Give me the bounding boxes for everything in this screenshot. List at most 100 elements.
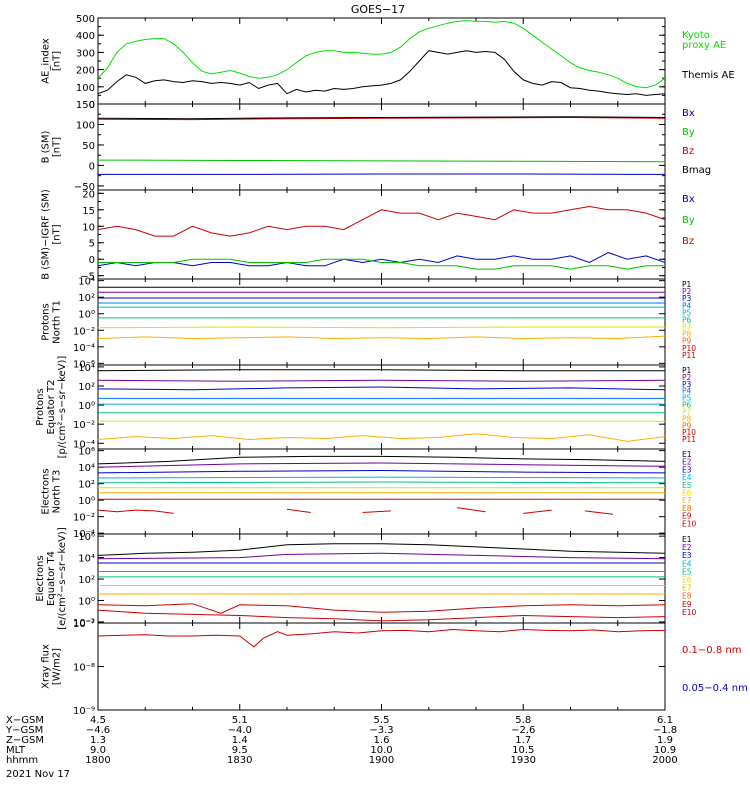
y-tick-label: 10⁰ <box>78 596 95 607</box>
legend-entry: E1 <box>682 450 692 459</box>
series-group <box>98 543 665 622</box>
panel-bsm: −50 0 50 100 150 B (SM) [nT] Bx By Bz Bmag <box>41 100 712 193</box>
legend-entry: P3 <box>682 380 692 389</box>
legend-entry: P1 <box>682 280 692 289</box>
legend-entry: E8 <box>682 592 692 601</box>
legend-entry: 0.1−0.8 nm <box>682 645 741 656</box>
y-axis-label: B (SM) <box>41 130 52 163</box>
series-line-p1 <box>98 369 665 372</box>
y-axis-label: [p/(cm²−s−sr−keV)] <box>57 356 68 459</box>
legend-entry: E6 <box>682 576 692 585</box>
series-line-bz <box>98 205 665 237</box>
y-tick-label: 0 <box>89 161 95 172</box>
legend-entry: E2 <box>682 543 692 552</box>
series-line-p8 <box>98 433 665 442</box>
legend-entry: P9 <box>682 337 692 346</box>
x-row-value: 1.7 <box>515 735 531 746</box>
legend-entry: P5 <box>682 308 692 317</box>
y-axis-label: B (SM)−IGRF (SM) <box>41 189 52 280</box>
series-line-bz <box>98 116 665 121</box>
y-tick-label: 50 <box>82 141 95 152</box>
y-axis-label: AE_index <box>41 38 52 84</box>
legend-entry: P9 <box>682 421 692 430</box>
legend-entry: P11 <box>682 351 696 360</box>
x-row-value: 10.0 <box>370 745 392 756</box>
series-line-p2 <box>98 379 665 382</box>
panel-frame <box>97 448 666 535</box>
series-line-e8 <box>98 603 665 614</box>
y-axis-label: Equator T4 <box>46 551 57 606</box>
series-group <box>98 455 665 515</box>
series-line-p3 <box>98 386 665 391</box>
y-axis-label: Electrons <box>41 468 52 514</box>
legend-entry: E2 <box>682 458 692 467</box>
legend-entry: E4 <box>682 473 692 482</box>
x-axis-table: X−GSM 4.5 5.1 5.5 5.8 6.1 Y−GSM −4.6 −4.0 −3.3 −2.… <box>5 715 678 766</box>
legend-entry: E10 <box>682 608 697 617</box>
legend-entry: E7 <box>682 584 692 593</box>
y-axis-label: North T3 <box>52 470 63 514</box>
legend-entry: P2 <box>682 287 692 296</box>
legend-entry: P10 <box>682 428 696 437</box>
y-tick-label: 10² <box>78 575 95 586</box>
y-tick-label: 150 <box>76 100 95 111</box>
panel-bigrf: −5 0 5 10 15 20 B (SM)−IGRF (SM) [nT] Bx By Bz <box>41 189 695 283</box>
legend-entry: P6 <box>682 315 692 324</box>
legend-entry: Bx <box>682 194 695 205</box>
legend-entry: E10 <box>682 519 697 528</box>
x-row-value: 10.5 <box>512 745 534 756</box>
panel-pequator: 10⁻⁴ 10⁻² 10⁰ 10² 10⁴ Protons Equator T2 [p/(cm… <box>35 356 696 459</box>
x-row-value: 1900 <box>369 755 394 766</box>
series-group <box>98 116 665 175</box>
y-axis-label: [nT] <box>52 224 63 244</box>
x-row-value: −3.3 <box>369 725 393 736</box>
series-line-kyoto-proxy-ae <box>98 20 665 89</box>
legend-entry: E3 <box>682 465 692 474</box>
legend-entry: Bz <box>682 236 694 247</box>
y-tick-label: 10⁻⁸ <box>73 663 95 674</box>
y-tick-label: 10² <box>78 293 95 304</box>
panel-eequator: 10⁻² 10⁰ 10² 10⁴ 10⁶ Electrons Equator T4 [e/(c… <box>35 527 697 630</box>
y-tick-label: 400 <box>76 31 95 42</box>
legend-entry: E5 <box>682 481 692 490</box>
legend-entry: P6 <box>682 401 692 410</box>
series-line-themis-ae <box>98 50 665 96</box>
legend-entry: P5 <box>682 394 692 403</box>
y-tick-label: −50 <box>74 182 95 193</box>
x-row-value: 10.9 <box>654 745 676 756</box>
y-tick-label: 20 <box>82 189 95 200</box>
y-axis-label: Protons <box>35 388 46 425</box>
y-tick-label: 200 <box>76 66 95 77</box>
legend-entry: E1 <box>682 535 692 544</box>
y-tick-label: 10⁻² <box>73 618 95 629</box>
x-row-value: 5.1 <box>232 715 248 726</box>
series-group <box>98 369 665 442</box>
x-row-value: 9.5 <box>232 745 248 756</box>
panel-frame <box>97 364 666 450</box>
y-tick-label: 300 <box>76 48 95 59</box>
y-tick-label: 10⁶ <box>78 532 95 543</box>
x-row-label: hhmm <box>6 755 38 766</box>
y-tick-label: 10 <box>82 222 95 233</box>
series-line-e3 <box>98 469 665 474</box>
y-tick-label: 10⁻⁴ <box>73 343 95 354</box>
y-tick-label: 10² <box>78 382 95 393</box>
legend-entry: Bx <box>682 108 695 119</box>
series-line-0-1-0-8-nm <box>98 628 665 648</box>
legend-entry: proxy AE <box>682 40 726 51</box>
y-tick-label: 500 <box>76 14 95 25</box>
y-tick-label: 10² <box>78 480 95 491</box>
y-tick-label: 5 <box>89 239 95 250</box>
legend-entry: P3 <box>682 294 692 303</box>
series-line-p7 <box>98 326 665 329</box>
series-line-e9 <box>98 609 665 622</box>
legend-entry: E6 <box>682 489 692 498</box>
legend-entry: E4 <box>682 559 692 568</box>
x-row-value: 1.3 <box>90 735 106 746</box>
y-tick-label: 10⁶ <box>78 447 95 458</box>
legend-entry: P11 <box>682 435 696 444</box>
series-line-e1 <box>98 543 665 556</box>
legend-entry: E9 <box>682 512 692 521</box>
panel-xray: 10⁻⁹ 10⁻⁸ 10⁻⁷ Xray flux [W/m2] 0.1−0.8 nm 0.0… <box>41 619 748 717</box>
